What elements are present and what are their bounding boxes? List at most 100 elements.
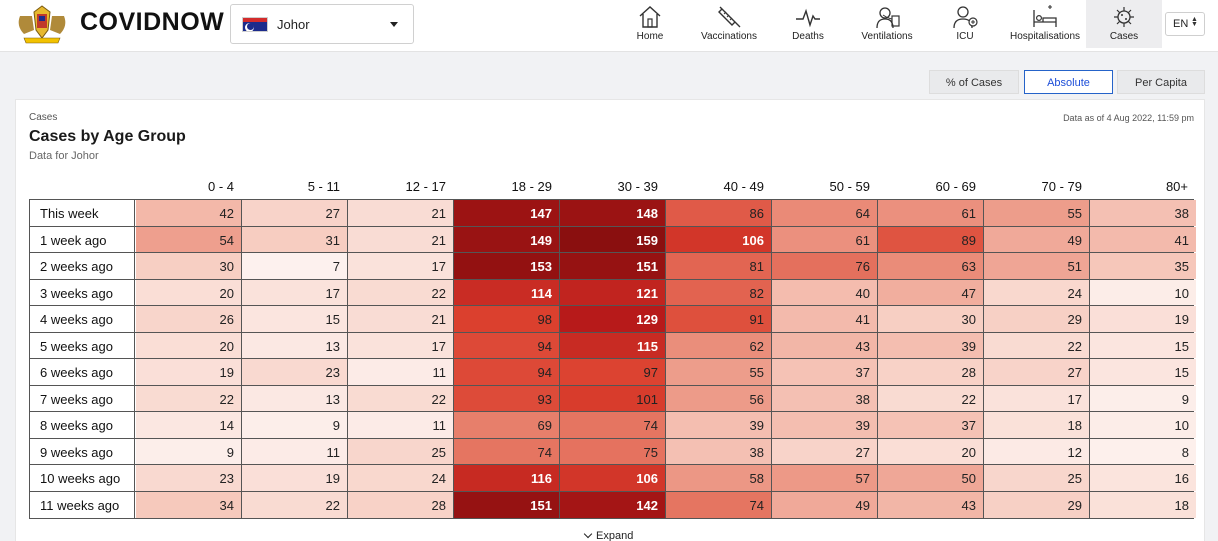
nav-item-vaccinations[interactable]: Vaccinations [693, 0, 765, 48]
heatmap-cell: 22 [984, 332, 1090, 358]
row-label: 10 weeks ago [30, 465, 135, 491]
row-label: 5 weeks ago [30, 332, 135, 358]
heatmap-cell: 24 [348, 465, 454, 491]
heatmap-cell: 22 [878, 385, 984, 411]
virus-icon [1114, 7, 1134, 27]
heatmap-cell: 17 [348, 332, 454, 358]
heatmap-cell: 23 [242, 359, 348, 385]
heatmap-cell: 98 [454, 306, 560, 332]
heatmap-cell: 56 [666, 385, 772, 411]
heatmap-cell: 8 [1090, 438, 1196, 464]
heatmap-cell: 12 [984, 438, 1090, 464]
heatmap-cell: 75 [560, 438, 666, 464]
heatmap-cell: 34 [136, 491, 242, 518]
heatmap-cell: 61 [878, 200, 984, 226]
heatmap-cell: 9 [136, 438, 242, 464]
heatmap-cell: 148 [560, 200, 666, 226]
heatmap-cell: 27 [984, 359, 1090, 385]
heatmap-cell: 142 [560, 491, 666, 518]
heatmap-cell: 31 [242, 226, 348, 252]
heatmap-cell: 50 [878, 465, 984, 491]
card-kicker: Cases [29, 112, 58, 123]
column-header: 80+ [1165, 179, 1188, 194]
heatmap-table: This week 42 27 21 147 148 86 64 61 55 38 1 week ag… [29, 199, 1196, 519]
brand-title[interactable]: COVIDNOW [80, 8, 225, 36]
heatmap-cell: 43 [878, 491, 984, 518]
expand-button[interactable]: Expand [583, 529, 633, 541]
language-value: EN [1173, 18, 1189, 30]
heatmap-cell: 74 [454, 438, 560, 464]
state-dropdown-value: Johor [277, 17, 310, 32]
heatmap-cell: 55 [666, 359, 772, 385]
heatmap-cell: 40 [772, 279, 878, 305]
card-subtitle: Data for Johor [29, 150, 99, 162]
heatmap-cell: 153 [454, 253, 560, 279]
syringe-icon [718, 6, 741, 28]
heatmap-cell: 86 [666, 200, 772, 226]
row-label: This week [30, 200, 135, 226]
state-dropdown[interactable]: Johor [230, 4, 414, 44]
heatmap-cell: 151 [454, 491, 560, 518]
heatmap-cell: 42 [136, 200, 242, 226]
row-label: 3 weeks ago [30, 279, 135, 305]
nav-label-icu: ICU [956, 31, 974, 42]
heatmap-cell: 30 [878, 306, 984, 332]
nav-item-ventilations[interactable]: Ventilations [854, 0, 920, 48]
heatmap-cell: 57 [772, 465, 878, 491]
heatmap-cell: 64 [772, 200, 878, 226]
language-selector[interactable]: EN [1165, 12, 1205, 36]
nav-item-home[interactable]: Home [626, 0, 674, 48]
heatmap-cell: 91 [666, 306, 772, 332]
heatmap-cell: 93 [454, 385, 560, 411]
heatmap-cell: 121 [560, 279, 666, 305]
nav-item-deaths[interactable]: Deaths [784, 0, 832, 48]
table-row: This week 42 27 21 147 148 86 64 61 55 38 [30, 200, 1196, 227]
malaysia-coat-of-arms-logo[interactable] [14, 4, 70, 46]
heatmap-cell: 15 [242, 306, 348, 332]
heatmap-cell: 17 [242, 279, 348, 305]
heatmap-cell: 37 [772, 359, 878, 385]
chevron-down-icon [390, 22, 398, 27]
row-label: 6 weeks ago [30, 359, 135, 385]
heatmap-cell: 25 [348, 438, 454, 464]
nav-item-hospitalisations[interactable]: Hospitalisations [1005, 0, 1085, 48]
heatmap-cell: 97 [560, 359, 666, 385]
icu-icon [953, 6, 978, 29]
heatmap-cell: 43 [772, 332, 878, 358]
heatmap-cell: 17 [984, 385, 1090, 411]
heatmap-cell: 114 [454, 279, 560, 305]
heatmap-cell: 106 [560, 465, 666, 491]
ventilator-icon [876, 7, 900, 29]
table-row: 3 weeks ago 20 17 22 114 121 82 40 47 24 10 [30, 279, 1196, 306]
heatmap-cell: 9 [242, 412, 348, 438]
heatmap-cell: 27 [772, 438, 878, 464]
heatmap-cell: 49 [984, 226, 1090, 252]
heatmap-cell: 29 [984, 491, 1090, 518]
table-row: 9 weeks ago 9 11 25 74 75 38 27 20 12 8 [30, 438, 1196, 465]
nav-item-cases[interactable]: Cases [1086, 0, 1162, 48]
row-label: 8 weeks ago [30, 412, 135, 438]
toggle-absolute[interactable]: Absolute [1024, 70, 1113, 94]
toggle-percent-of-cases[interactable]: % of Cases [929, 70, 1019, 94]
toggle-per-capita[interactable]: Per Capita [1117, 70, 1205, 94]
heatmap-cell: 159 [560, 226, 666, 252]
heatmap-cell: 24 [984, 279, 1090, 305]
column-header: 12 - 17 [405, 179, 446, 194]
heatmap-cell: 41 [772, 306, 878, 332]
column-header: 5 - 11 [307, 179, 340, 194]
nav-item-icu[interactable]: ICU [943, 0, 987, 48]
heatmap-cell: 15 [1090, 332, 1196, 358]
heatmap-cell: 69 [454, 412, 560, 438]
heatmap-cell: 19 [136, 359, 242, 385]
heatmap-cell: 18 [1090, 491, 1196, 518]
nav-label-cases: Cases [1109, 31, 1139, 42]
heatmap-cell: 29 [984, 306, 1090, 332]
heatmap-cell: 58 [666, 465, 772, 491]
heatmap-cell: 14 [136, 412, 242, 438]
row-label: 4 weeks ago [30, 306, 135, 332]
heatmap-cell: 116 [454, 465, 560, 491]
heatmap-cell: 21 [348, 200, 454, 226]
heatmap-cell: 89 [878, 226, 984, 252]
heatmap-cell: 81 [666, 253, 772, 279]
heatmap-cell: 55 [984, 200, 1090, 226]
